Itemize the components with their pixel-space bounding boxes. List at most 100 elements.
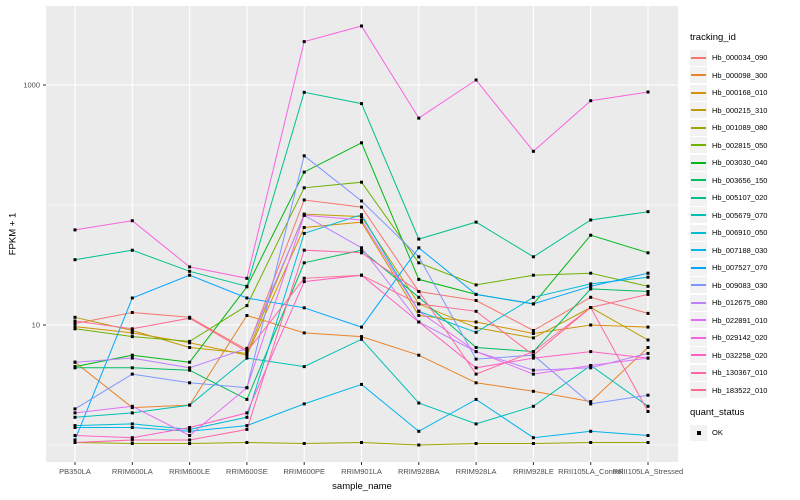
data-point xyxy=(188,368,192,372)
x-tick-label: RRIM901LA xyxy=(341,467,382,476)
data-point xyxy=(646,441,650,444)
data-point xyxy=(589,99,593,103)
legend-item: Hb_012675_080 xyxy=(690,294,798,312)
data-point xyxy=(360,24,363,28)
data-point xyxy=(589,366,593,370)
data-point xyxy=(245,353,249,357)
data-point xyxy=(302,402,306,406)
data-point xyxy=(360,218,363,222)
legend-title-tracking-id: tracking_id xyxy=(690,32,736,43)
data-point xyxy=(188,434,192,437)
data-point xyxy=(245,314,249,317)
data-point xyxy=(130,335,134,339)
legend-key-swatch xyxy=(690,382,707,399)
legend-item-label: Hb_130367_010 xyxy=(712,368,768,378)
data-point xyxy=(531,436,535,440)
data-point xyxy=(245,411,249,415)
legend-key-swatch xyxy=(690,329,707,346)
data-point xyxy=(130,329,134,332)
data-point xyxy=(474,326,478,330)
legend-items-tracking-id: Hb_000034_090 Hb_000098_300 Hb_000168_010 H… xyxy=(690,49,798,399)
data-point xyxy=(589,429,593,433)
data-point xyxy=(417,314,421,317)
legend-item: Hb_032258_020 xyxy=(690,347,798,365)
data-point xyxy=(302,90,306,94)
legend-line-icon xyxy=(691,144,706,147)
data-point xyxy=(302,186,306,190)
legend-line-icon xyxy=(691,336,706,339)
legend-line-icon xyxy=(691,319,706,322)
data-point xyxy=(531,255,535,259)
data-point xyxy=(73,327,77,331)
legend-key-swatch xyxy=(690,312,707,329)
legend-line-icon xyxy=(691,74,706,77)
x-tick-label: RRIM600LA xyxy=(112,467,153,476)
data-point xyxy=(646,271,650,275)
data-point xyxy=(73,411,77,415)
data-point xyxy=(360,213,363,217)
legend-item-label: Hb_000098_300 xyxy=(712,70,768,80)
legend-item-label: Hb_002815_050 xyxy=(712,140,768,150)
data-point xyxy=(474,357,478,361)
data-point xyxy=(130,442,134,445)
data-point xyxy=(531,442,535,445)
legend-item: Hb_000034_090 xyxy=(690,49,798,67)
data-point xyxy=(360,220,363,224)
data-point xyxy=(360,251,363,255)
data-point xyxy=(646,290,650,293)
legend-item-label: Hb_001089_080 xyxy=(712,123,768,133)
data-point xyxy=(130,248,134,252)
data-point xyxy=(73,366,77,370)
data-point xyxy=(474,309,478,313)
data-point xyxy=(589,282,593,286)
data-point xyxy=(130,436,134,440)
data-point xyxy=(130,426,134,429)
data-point xyxy=(302,442,306,445)
data-point xyxy=(646,356,650,360)
data-point xyxy=(531,336,535,340)
data-point xyxy=(302,261,306,265)
legend-item: Hb_029142_020 xyxy=(690,329,798,347)
data-point xyxy=(646,393,650,397)
legend-key-swatch xyxy=(690,137,707,154)
legend-key-swatch xyxy=(690,49,707,66)
data-point xyxy=(130,311,134,314)
legend-items-quant-status: OK xyxy=(690,424,798,442)
data-point xyxy=(245,276,249,280)
data-point xyxy=(589,400,593,404)
y-tick-label: 10 xyxy=(32,321,40,330)
data-point xyxy=(188,403,192,407)
data-point xyxy=(646,311,650,315)
data-point xyxy=(73,434,77,437)
data-point xyxy=(646,346,650,349)
legend-key-swatch xyxy=(690,172,707,189)
x-axis-title: sample_name xyxy=(332,481,392,492)
data-point xyxy=(130,296,134,300)
legend-item-label: Hb_005107_020 xyxy=(712,193,768,203)
data-point xyxy=(130,411,134,415)
x-tick-label: RRIM928LE xyxy=(513,467,554,476)
legend-key-swatch xyxy=(690,294,707,311)
legend-item-label: Hb_009083_030 xyxy=(712,280,768,290)
data-point xyxy=(589,295,593,299)
data-point xyxy=(188,438,192,442)
legend-key-swatch xyxy=(690,154,707,171)
data-point xyxy=(188,427,192,431)
data-point xyxy=(188,381,192,385)
data-point xyxy=(245,386,249,390)
data-point xyxy=(589,218,593,222)
data-point xyxy=(474,381,478,385)
legend-line-icon xyxy=(691,91,706,94)
legend-line-icon xyxy=(691,161,706,164)
data-point xyxy=(589,323,593,327)
data-point xyxy=(302,248,306,252)
legend-item-label: Hb_006910_050 xyxy=(712,228,768,238)
data-point xyxy=(188,426,192,429)
data-point xyxy=(302,365,306,369)
legend-item: Hb_003030_040 xyxy=(690,154,798,172)
legend-line-icon xyxy=(691,214,706,217)
data-point xyxy=(245,284,249,288)
legend-item-label: Hb_000168_010 xyxy=(712,88,768,98)
data-point xyxy=(646,338,650,342)
